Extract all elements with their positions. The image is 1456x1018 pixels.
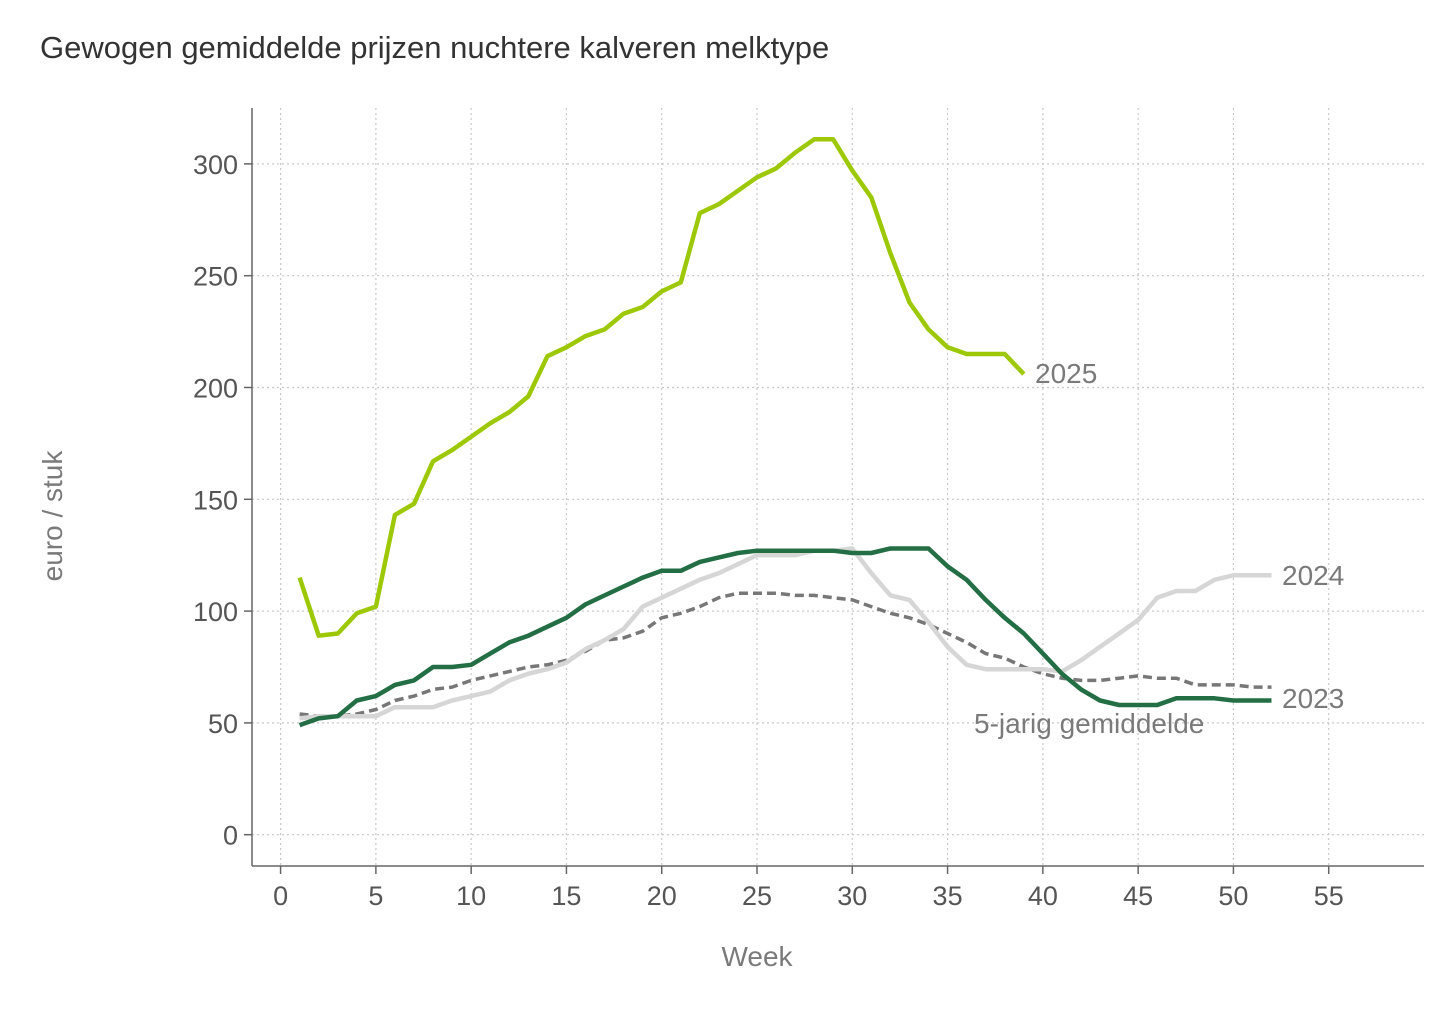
x-tick-label: 40 <box>1028 881 1058 911</box>
series-line-2023 <box>298 546 1272 728</box>
y-tick-label: 50 <box>208 709 238 739</box>
x-tick-label: 45 <box>1123 881 1153 911</box>
series-label-2023: 2023 <box>1282 683 1344 714</box>
x-axis-ticks: 0 5 10 15 20 25 30 35 40 45 50 55 <box>273 866 1344 911</box>
series-line-5-jarig-gemiddelde <box>299 591 1272 718</box>
y-tick-label: 0 <box>223 821 238 851</box>
series-line-2024 <box>299 546 1272 721</box>
x-tick-label: 25 <box>742 881 772 911</box>
y-tick-label: 250 <box>193 262 238 292</box>
x-tick-label: 50 <box>1218 881 1248 911</box>
x-tick-label: 15 <box>551 881 581 911</box>
y-tick-label: 150 <box>193 485 238 515</box>
series-label-2025: 2025 <box>1035 358 1097 389</box>
x-tick-label: 20 <box>647 881 677 911</box>
y-axis-ticks: 0 50 100 150 200 250 300 <box>193 150 252 851</box>
x-tick-label: 0 <box>273 881 288 911</box>
x-tick-label: 55 <box>1314 881 1344 911</box>
y-tick-label: 300 <box>193 150 238 180</box>
series-line-2025 <box>297 137 1026 638</box>
series-label-5-jarig-gemiddelde: 5-jarig gemiddelde <box>974 708 1204 739</box>
x-tick-label: 30 <box>837 881 867 911</box>
y-tick-label: 200 <box>193 373 238 403</box>
chart-title: Gewogen gemiddelde prijzen nuchtere kalv… <box>40 30 830 65</box>
x-tick-label: 35 <box>933 881 963 911</box>
y-tick-label: 100 <box>193 597 238 627</box>
series-label-2024: 2024 <box>1282 560 1344 591</box>
x-tick-label: 5 <box>368 881 383 911</box>
x-tick-label: 10 <box>456 881 486 911</box>
x-axis-title: Week <box>721 941 793 972</box>
chart-axes <box>251 108 1424 867</box>
y-axis-title: euro / stuk <box>37 450 68 582</box>
series-lines <box>297 137 1272 728</box>
chart-grid <box>252 108 1424 866</box>
